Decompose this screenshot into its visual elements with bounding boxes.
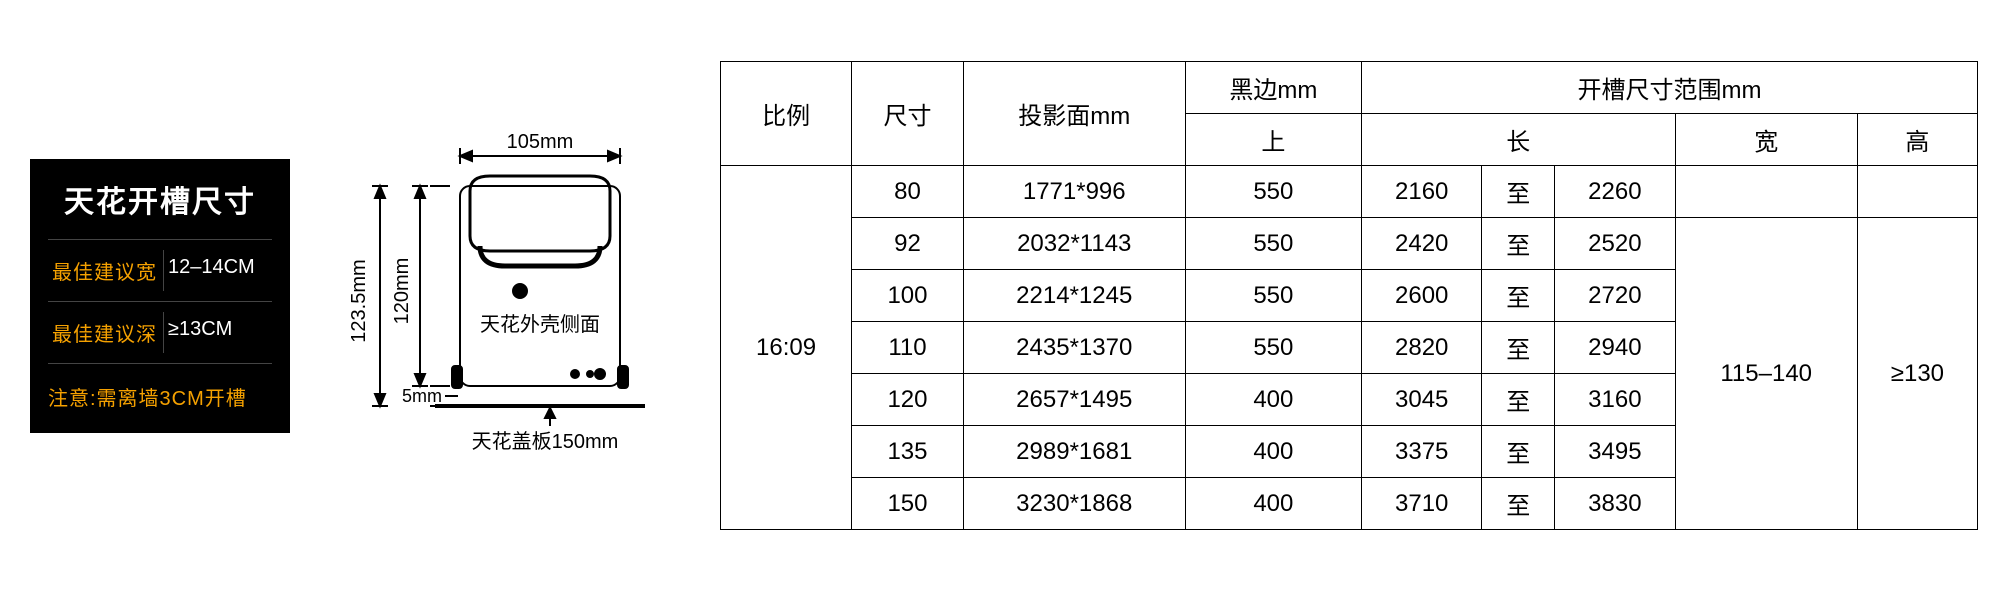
- cell-proj: 2435*1370: [963, 322, 1185, 374]
- cell-size: 135: [852, 426, 964, 478]
- cell-slot-h: ≥130: [1857, 218, 1977, 530]
- dim-inner-height: 120mm: [391, 257, 413, 324]
- dim-ledge: 5mm: [402, 386, 442, 406]
- cell-len-b: 2940: [1555, 322, 1675, 374]
- cell-len-a: 3045: [1362, 374, 1482, 426]
- cell-len-s: 至: [1482, 426, 1555, 478]
- cell-border: 400: [1185, 426, 1361, 478]
- cell-len-s: 至: [1482, 270, 1555, 322]
- cell-border: 550: [1185, 322, 1361, 374]
- cell-slot-w-blank: [1675, 166, 1857, 218]
- info-note: 注意:需离墙3CM开槽: [48, 374, 272, 411]
- cell-len-b: 2520: [1555, 218, 1675, 270]
- cell-len-a: 2600: [1362, 270, 1482, 322]
- col-size: 尺寸: [852, 62, 964, 166]
- col-projection: 投影面mm: [963, 62, 1185, 166]
- cell-len-s: 至: [1482, 478, 1555, 530]
- cell-len-a: 3710: [1362, 478, 1482, 530]
- info-value-width: 12–14CM: [163, 250, 272, 291]
- cell-proj: 2989*1681: [963, 426, 1185, 478]
- dim-outer-height: 123.5mm: [348, 259, 370, 342]
- cell-len-b: 3495: [1555, 426, 1675, 478]
- cell-border: 400: [1185, 374, 1361, 426]
- col-slot-h: 高: [1857, 114, 1977, 166]
- info-row-depth: 最佳建议深 ≥13CM: [48, 312, 272, 353]
- cell-size: 92: [852, 218, 964, 270]
- info-label-width: 最佳建议宽: [48, 250, 163, 291]
- cell-size: 110: [852, 322, 964, 374]
- dim-cover: 天花盖板150mm: [472, 430, 619, 453]
- cell-size: 100: [852, 270, 964, 322]
- cell-len-b: 2720: [1555, 270, 1675, 322]
- cell-len-s: 至: [1482, 218, 1555, 270]
- cell-len-a: 3375: [1362, 426, 1482, 478]
- col-slot-grp: 开槽尺寸范围mm: [1362, 62, 1978, 114]
- col-slot-w: 宽: [1675, 114, 1857, 166]
- cell-len-b: 3830: [1555, 478, 1675, 530]
- dimension-diagram: 105mm 123.5mm 120mm 5mm 天花外壳侧面 天花盖板150mm: [320, 116, 690, 476]
- cell-slot-w: 115–140: [1675, 218, 1857, 530]
- cell-proj: 2032*1143: [963, 218, 1185, 270]
- col-border-grp: 黑边mm: [1185, 62, 1361, 114]
- spec-table-wrap: 比例 尺寸 投影面mm 黑边mm 开槽尺寸范围mm 上 长 宽 高 16:09 …: [720, 61, 1978, 530]
- info-card: 天花开槽尺寸 最佳建议宽 12–14CM 最佳建议深 ≥13CM 注意:需离墙3…: [30, 159, 290, 433]
- cell-border: 400: [1185, 478, 1361, 530]
- divider: [48, 239, 272, 240]
- cell-len-a: 2820: [1362, 322, 1482, 374]
- info-row-width: 最佳建议宽 12–14CM: [48, 250, 272, 291]
- diagram-center-label: 天花外壳侧面: [480, 313, 600, 336]
- cell-len-b: 2260: [1555, 166, 1675, 218]
- divider: [48, 363, 272, 364]
- header-row-1: 比例 尺寸 投影面mm 黑边mm 开槽尺寸范围mm: [721, 62, 1978, 114]
- table-row: 92 2032*1143 550 2420 至 2520 115–140 ≥13…: [721, 218, 1978, 270]
- cell-proj: 2214*1245: [963, 270, 1185, 322]
- col-slot-len: 长: [1362, 114, 1676, 166]
- cell-size: 120: [852, 374, 964, 426]
- cell-len-s: 至: [1482, 322, 1555, 374]
- cell-proj: 1771*996: [963, 166, 1185, 218]
- cell-proj: 2657*1495: [963, 374, 1185, 426]
- info-card-title: 天花开槽尺寸: [48, 177, 272, 221]
- divider: [48, 301, 272, 302]
- cell-len-s: 至: [1482, 374, 1555, 426]
- cell-len-a: 2160: [1362, 166, 1482, 218]
- info-value-depth: ≥13CM: [163, 312, 272, 353]
- col-ratio: 比例: [721, 62, 852, 166]
- cell-border: 550: [1185, 270, 1361, 322]
- dim-top: 105mm: [507, 131, 574, 153]
- table-row: 16:09 80 1771*996 550 2160 至 2260: [721, 166, 1978, 218]
- spec-table: 比例 尺寸 投影面mm 黑边mm 开槽尺寸范围mm 上 长 宽 高 16:09 …: [720, 61, 1978, 530]
- cell-len-s: 至: [1482, 166, 1555, 218]
- cell-proj: 3230*1868: [963, 478, 1185, 530]
- cell-len-b: 3160: [1555, 374, 1675, 426]
- cell-border: 550: [1185, 218, 1361, 270]
- cell-size: 150: [852, 478, 964, 530]
- cell-slot-h-blank: [1857, 166, 1977, 218]
- ratio-cell: 16:09: [721, 166, 852, 530]
- cell-border: 550: [1185, 166, 1361, 218]
- info-label-depth: 最佳建议深: [48, 312, 163, 353]
- col-border-top: 上: [1185, 114, 1361, 166]
- cell-len-a: 2420: [1362, 218, 1482, 270]
- cell-size: 80: [852, 166, 964, 218]
